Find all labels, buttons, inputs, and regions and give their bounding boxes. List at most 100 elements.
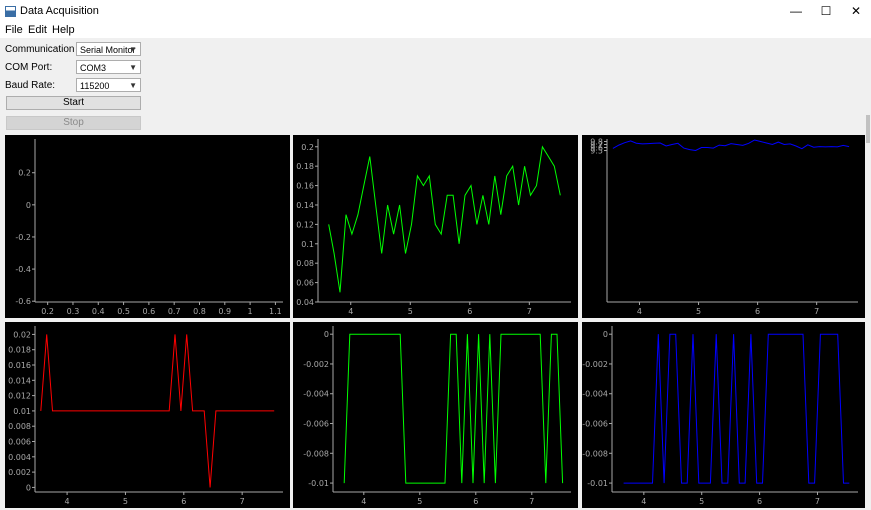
maximize-button[interactable]: ☐: [820, 4, 832, 18]
y-tick-label: -0.2: [15, 233, 31, 242]
baud-rate-value: 115200: [80, 81, 110, 91]
com-port-label: COM Port:: [5, 62, 53, 73]
x-tick-label: 6: [467, 307, 472, 316]
x-tick-label: 0.2: [41, 307, 54, 316]
y-tick-label: -0.008: [582, 449, 608, 458]
y-tick-label: 9.8: [590, 137, 603, 146]
y-tick-label: 0.06: [296, 279, 314, 288]
x-tick-label: 7: [240, 497, 245, 506]
x-tick-label: 0.4: [92, 307, 105, 316]
x-tick-label: 0.9: [218, 307, 231, 316]
y-tick-label: -0.01: [308, 479, 329, 488]
y-tick-label: -0.002: [582, 360, 608, 369]
plot-panel-6: 4 5 6 7 0 -0.002 -0.004 -0.006 -0.008 -0.01: [582, 322, 865, 508]
series-line: [623, 333, 850, 484]
x-tick-label: 4: [348, 307, 353, 316]
x-tick-label: 1: [248, 307, 253, 316]
x-tick-label: 0.7: [168, 307, 181, 316]
series-line: [328, 145, 561, 293]
menu-help[interactable]: Help: [52, 24, 75, 36]
x-tick-label: 7: [529, 497, 534, 506]
y-tick-label: 0.01: [13, 407, 31, 416]
start-button[interactable]: Start: [6, 96, 141, 110]
comm-type-label: Communication Type:: [5, 44, 102, 55]
menu-bar: File Edit Help: [0, 22, 871, 38]
x-tick-label: 7: [815, 497, 820, 506]
y-tick-label: 0.08: [296, 259, 314, 268]
comm-type-value: Serial Monitor: [80, 45, 136, 55]
x-tick-label: 4: [641, 497, 646, 506]
baud-rate-label: Baud Rate:: [5, 80, 56, 91]
x-tick-label: 4: [361, 497, 366, 506]
y-tick-label: 0.2: [18, 169, 31, 178]
y-tick-label: 9.6: [590, 144, 603, 153]
y-tick-label: 9.5: [590, 147, 603, 156]
menu-edit[interactable]: Edit: [28, 24, 47, 36]
y-tick-label: 0: [26, 483, 31, 492]
x-tick-label: 5: [408, 307, 413, 316]
x-tick-label: 5: [123, 497, 128, 506]
x-tick-label: 4: [65, 497, 70, 506]
y-tick-label: 0: [26, 201, 31, 210]
x-tick-label: 5: [417, 497, 422, 506]
y-tick-label: 0.006: [8, 438, 31, 447]
chevron-down-icon: ▼: [129, 45, 137, 54]
x-tick-label: 5: [699, 497, 704, 506]
y-tick-label: -0.006: [303, 420, 329, 429]
y-tick-label: 0.2: [301, 143, 314, 152]
x-tick-label: 7: [527, 307, 532, 316]
y-tick-label: -0.002: [303, 360, 329, 369]
y-tick-label: 0.18: [296, 162, 314, 171]
menu-file[interactable]: File: [5, 24, 23, 36]
x-tick-label: 0.5: [117, 307, 130, 316]
y-tick-label: 0.014: [8, 376, 31, 385]
y-tick-label: 0: [603, 330, 608, 339]
scrollbar-thumb[interactable]: [866, 115, 870, 143]
y-tick-label: 0.02: [13, 330, 31, 339]
y-tick-label: 0.16: [296, 182, 314, 191]
y-tick-label: 0.002: [8, 468, 31, 477]
x-tick-label: 5: [696, 307, 701, 316]
series-line: [612, 139, 850, 152]
com-port-select[interactable]: COM3 ▼: [76, 60, 141, 74]
x-tick-label: 4: [637, 307, 642, 316]
x-tick-label: 6: [757, 497, 762, 506]
x-tick-label: 0.8: [193, 307, 206, 316]
x-tick-label: 6: [755, 307, 760, 316]
stop-button[interactable]: Stop: [6, 116, 141, 130]
y-tick-label: 0.012: [8, 392, 31, 401]
y-tick-label: 0.1: [301, 240, 314, 249]
close-button[interactable]: ✕: [850, 4, 862, 18]
app-icon: [5, 6, 16, 17]
vertical-scrollbar[interactable]: [865, 38, 871, 510]
x-tick-label: 6: [181, 497, 186, 506]
x-tick-label: 0.3: [67, 307, 80, 316]
y-tick-label: 0.008: [8, 422, 31, 431]
y-tick-label: -0.6: [15, 297, 31, 306]
x-tick-label: 0.6: [143, 307, 156, 316]
y-tick-label: -0.004: [303, 390, 329, 399]
series-line: [343, 333, 564, 484]
y-tick-label: 9.7: [590, 141, 603, 150]
x-tick-label: 6: [473, 497, 478, 506]
y-tick-label: -0.004: [582, 390, 608, 399]
y-tick-label: 0: [324, 330, 329, 339]
com-port-value: COM3: [80, 63, 107, 73]
y-tick-label: 0.04: [296, 298, 314, 307]
plot-panel-3: 4 5 6 7 9.8 9.7 9.6 9.5: [582, 135, 865, 318]
chevron-down-icon: ▼: [129, 63, 137, 72]
title-bar: Data Acquisition — ☐ ✕: [0, 0, 871, 22]
plot-panel-4: 4 5 6 7 0.02 0.018 0.016 0.014 0.012 0.01 0.008 0.0…: [5, 322, 290, 508]
chevron-down-icon: ▼: [129, 81, 137, 90]
y-tick-label: -0.01: [587, 479, 608, 488]
y-tick-label: -0.006: [582, 420, 608, 429]
comm-type-select[interactable]: Serial Monitor ▼: [76, 42, 141, 56]
baud-rate-select[interactable]: 115200 ▼: [76, 78, 141, 92]
x-tick-label: 7: [814, 307, 819, 316]
y-tick-label: -0.4: [15, 265, 31, 274]
plot-panel-1: 0.2 0.3 0.4 0.5 0.6 0.7 0.8 0.9 1 1.1 0.2 0 -0.2 -0.4…: [5, 135, 290, 318]
y-tick-label: 0.016: [8, 361, 31, 370]
x-tick-label: 1.1: [269, 307, 282, 316]
plot-panel-5: 4 5 6 7 0 -0.002 -0.004 -0.006 -0.008 -0.01: [293, 322, 578, 508]
minimize-button[interactable]: —: [790, 4, 802, 18]
